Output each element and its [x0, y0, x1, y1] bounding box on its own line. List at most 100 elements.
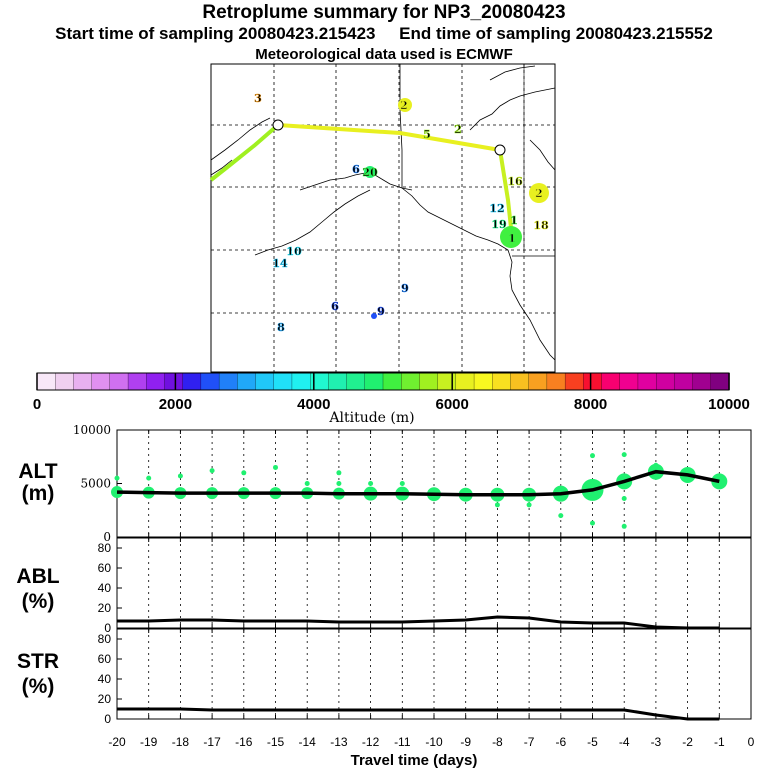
colorbar-cell [710, 372, 730, 391]
colorbar-cell [528, 372, 548, 391]
mean-altitude-line [116, 469, 720, 497]
colorbar-cell [91, 372, 111, 391]
plume-point [653, 462, 659, 468]
plume-point [590, 453, 595, 459]
plume-point [273, 464, 278, 470]
map-point-label: 6 [352, 163, 360, 176]
colorbar-cell [419, 372, 439, 391]
y-tick-label: 40 [98, 672, 112, 686]
x-tick-label: -5 [587, 735, 598, 749]
colorbar-title: Altitude (m) [328, 410, 414, 426]
colorbar-cell [583, 372, 603, 391]
x-tick-label: -14 [299, 735, 317, 749]
x-tick-label: -16 [235, 735, 253, 749]
y-tick-label: 20 [98, 692, 112, 706]
colorbar-cell [674, 372, 694, 391]
x-tick-label: -6 [555, 735, 566, 749]
x-tick-label: -9 [460, 735, 471, 749]
start-time-label: Start time of sampling 20080423.215423 [55, 24, 376, 43]
colorbar-tick-label: 0 [33, 396, 41, 413]
colorbar-cell [564, 372, 584, 391]
colorbar-cell [692, 372, 712, 391]
panel-abl: 0 20 40 60 80 ABL(%) [16, 537, 752, 635]
colorbar-cell [36, 372, 56, 391]
colorbar-cell [473, 372, 493, 391]
map-point-label: 18 [533, 219, 549, 232]
x-tick-label: -20 [108, 735, 126, 749]
colorbar-tick-label: 4000 [297, 396, 330, 413]
plume-point [368, 481, 374, 486]
panel-label: (%) [22, 590, 55, 613]
coastlines [210, 64, 556, 361]
map-point-label: 8 [277, 321, 285, 334]
x-tick-label: -2 [682, 735, 693, 749]
map-point-label: 1 [510, 214, 518, 227]
colorbar-cell [255, 372, 275, 391]
map-point-label: 20 [362, 166, 378, 179]
colorbar-cell [637, 372, 657, 391]
colorbar-cell [546, 372, 566, 391]
time-series-panels: 0500010000ALT(m)020406080ABL(%)020406080… [16, 423, 754, 768]
map-point-label: 16 [507, 175, 523, 188]
colorbar-tick-label: 6000 [436, 396, 469, 413]
plume-point [146, 475, 152, 481]
panel-label: STR [17, 650, 59, 673]
plume-point [241, 470, 247, 476]
plume-blob [111, 486, 123, 499]
x-tick-label: -12 [362, 735, 380, 749]
colorbar-cell [200, 372, 220, 391]
colorbar-cell [437, 372, 457, 391]
x-tick-label: -13 [330, 735, 348, 749]
colorbar-cell [73, 372, 93, 391]
map-point-label: 14 [272, 257, 288, 270]
colorbar-cell [237, 372, 257, 391]
str-line [117, 707, 720, 721]
panel-label: ALT [18, 460, 57, 483]
x-tick-label: -10 [425, 735, 443, 749]
plume-point [336, 481, 342, 486]
plume-marker [398, 98, 412, 112]
plume-point [399, 481, 405, 486]
plume-marker [500, 226, 522, 248]
x-tick-label: -1 [714, 735, 725, 749]
plume-point [336, 470, 342, 476]
map-point-label: 6 [331, 300, 339, 313]
colorbar-cell [656, 372, 676, 391]
abl-line [117, 615, 720, 630]
plume-point [590, 520, 595, 526]
plume-point [621, 523, 627, 529]
colorbar-cell [364, 372, 384, 391]
x-tick-label: -19 [140, 735, 158, 749]
x-tick-label: -4 [619, 735, 630, 749]
plume-marker [364, 166, 376, 178]
colorbar-cell [401, 372, 421, 391]
sampling-times: Start time of sampling 20080423.215423 E… [0, 24, 768, 44]
colorbar-cell [218, 372, 238, 391]
y-tick-label: 60 [98, 561, 112, 575]
colorbar-cell [109, 372, 129, 391]
plume-point [177, 473, 183, 479]
x-tick-label: 0 [748, 735, 755, 749]
plume-point [304, 481, 310, 486]
end-time-label: End time of sampling 20080423.215552 [399, 24, 713, 43]
colorbar-tick-label: 2000 [159, 396, 192, 413]
y-tick-label: 0 [104, 621, 111, 635]
colorbar-tick-label: 8000 [574, 396, 607, 413]
x-tick-label: -7 [524, 735, 535, 749]
colorbar-cell [182, 372, 202, 391]
altitude-colorbar: 0 2000 4000 6000 8000 10000 Altitude (m) [33, 372, 750, 426]
panel-alt: 0 5000 10000 ALT(m) [18, 423, 752, 544]
colorbar-cell [55, 372, 75, 391]
map-point-label: 19 [491, 218, 506, 231]
map-point-label: 1 [508, 232, 516, 245]
panel-label: (%) [22, 675, 55, 698]
plume-point [526, 502, 532, 508]
colorbar-cell [382, 372, 402, 391]
map-point-label: 2 [535, 187, 543, 200]
x-tick-label: -18 [172, 735, 190, 749]
y-tick-label: 40 [98, 581, 112, 595]
colorbar-cell [291, 372, 311, 391]
plume-marker [371, 313, 377, 319]
